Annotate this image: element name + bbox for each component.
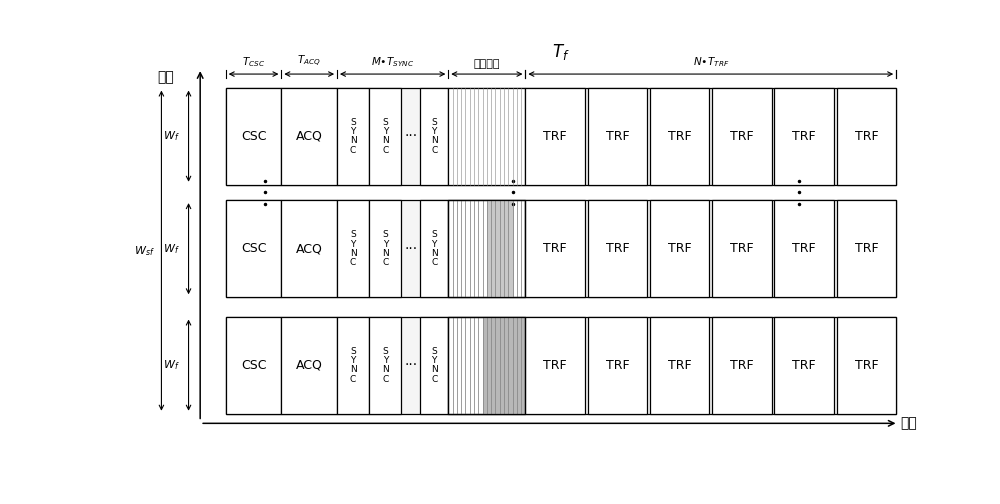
Bar [281, 317, 337, 414]
Text: ACQ: ACQ [296, 130, 323, 143]
Text: $N{\bullet}T_{TRF}$: $N{\bullet}T_{TRF}$ [693, 55, 729, 70]
Text: ACQ: ACQ [296, 359, 323, 371]
Text: TRF: TRF [855, 359, 878, 371]
Text: $W_f$: $W_f$ [163, 242, 180, 256]
Bar [448, 317, 525, 414]
Text: TRF: TRF [730, 242, 754, 255]
Bar [487, 200, 514, 297]
Bar [650, 88, 709, 184]
Bar [337, 88, 369, 184]
Text: CSC: CSC [241, 359, 266, 371]
Text: ···: ··· [404, 358, 417, 372]
Text: $M{\bullet}T_{SYNC}$: $M{\bullet}T_{SYNC}$ [371, 55, 414, 70]
Text: TRF: TRF [543, 242, 567, 255]
Text: TRF: TRF [792, 130, 816, 143]
Text: TRF: TRF [668, 242, 691, 255]
Text: TRF: TRF [855, 242, 878, 255]
Bar [226, 317, 281, 414]
Text: $W_f$: $W_f$ [163, 129, 180, 143]
Bar [774, 88, 834, 184]
Bar [837, 88, 896, 184]
Text: S
Y
N
C: S Y N C [382, 347, 389, 384]
Bar [650, 317, 709, 414]
Bar [337, 200, 369, 297]
Bar [712, 317, 772, 414]
Text: $T_{ACQ}$: $T_{ACQ}$ [297, 54, 321, 70]
Text: $W_f$: $W_f$ [163, 358, 180, 372]
Bar [226, 88, 896, 184]
Bar [525, 200, 585, 297]
Text: TRF: TRF [543, 130, 567, 143]
Text: TRF: TRF [606, 242, 629, 255]
Bar [525, 317, 585, 414]
Text: TRF: TRF [606, 359, 629, 371]
Bar [448, 200, 525, 297]
Text: TRF: TRF [730, 130, 754, 143]
Text: 信令时隙: 信令时隙 [474, 59, 500, 70]
Bar [837, 317, 896, 414]
Text: 时间: 时间 [900, 416, 917, 430]
Text: 频率: 频率 [157, 70, 174, 84]
Bar [337, 317, 369, 414]
Text: S
Y
N
C: S Y N C [350, 117, 356, 155]
Text: TRF: TRF [792, 242, 816, 255]
Text: CSC: CSC [241, 242, 266, 255]
Bar [588, 317, 647, 414]
Text: S
Y
N
C: S Y N C [431, 230, 438, 267]
Text: $T_f$: $T_f$ [552, 41, 570, 61]
Text: ···: ··· [404, 129, 417, 143]
Text: CSC: CSC [241, 130, 266, 143]
Text: S
Y
N
C: S Y N C [431, 117, 438, 155]
Bar [774, 200, 834, 297]
Bar [483, 317, 525, 414]
Text: TRF: TRF [730, 359, 754, 371]
Bar [420, 200, 448, 297]
Bar [226, 317, 896, 414]
Bar [369, 200, 401, 297]
Text: S
Y
N
C: S Y N C [431, 347, 438, 384]
Text: ···: ··· [404, 242, 417, 256]
Bar [448, 88, 525, 184]
Text: TRF: TRF [668, 359, 691, 371]
Text: TRF: TRF [668, 130, 691, 143]
Bar [525, 88, 585, 184]
Bar [420, 317, 448, 414]
Bar [226, 200, 281, 297]
Bar [226, 88, 281, 184]
Bar [226, 200, 896, 297]
Bar [837, 200, 896, 297]
Text: TRF: TRF [792, 359, 816, 371]
Bar [588, 200, 647, 297]
Bar [650, 200, 709, 297]
Text: $T_{CSC}$: $T_{CSC}$ [242, 55, 265, 70]
Bar [712, 88, 772, 184]
Text: ACQ: ACQ [296, 242, 323, 255]
Bar [588, 88, 647, 184]
Bar [774, 317, 834, 414]
Text: S
Y
N
C: S Y N C [382, 117, 389, 155]
Bar [420, 88, 448, 184]
Bar [369, 88, 401, 184]
Text: S
Y
N
C: S Y N C [382, 230, 389, 267]
Bar [369, 317, 401, 414]
Bar [281, 200, 337, 297]
Text: S
Y
N
C: S Y N C [350, 347, 356, 384]
Text: TRF: TRF [543, 359, 567, 371]
Text: S
Y
N
C: S Y N C [350, 230, 356, 267]
Bar [448, 317, 525, 414]
Text: $W_{sf}$: $W_{sf}$ [134, 244, 155, 258]
Text: TRF: TRF [855, 130, 878, 143]
Bar [448, 200, 525, 297]
Text: TRF: TRF [606, 130, 629, 143]
Bar [712, 200, 772, 297]
Bar [281, 88, 337, 184]
